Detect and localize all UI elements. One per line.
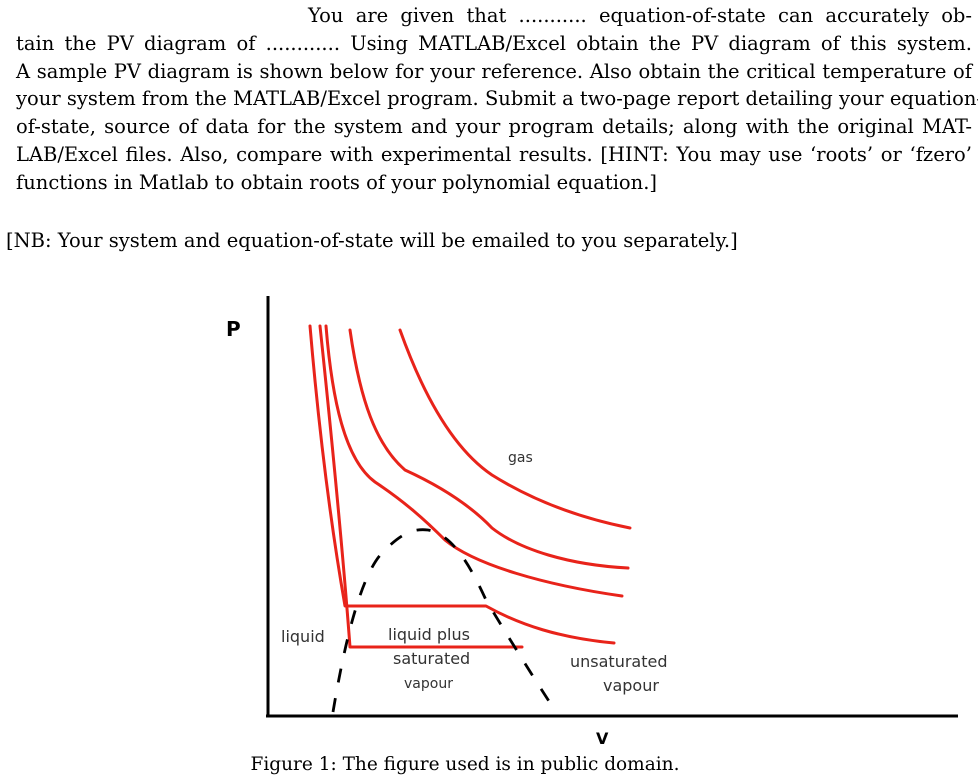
- pv-diagram: P V gas liquid liquid plus saturated vap…: [226, 296, 958, 748]
- paragraph-line: You are given that ........... equation-…: [308, 4, 972, 27]
- paragraph-line: A sample PV diagram is shown below for y…: [16, 59, 972, 83]
- isotherm-line: [308, 324, 616, 645]
- liquid-label: liquid: [281, 627, 325, 646]
- isotherm-line: [398, 328, 632, 530]
- paragraph-line: LAB/Excel files. Also, compare with expe…: [16, 142, 972, 166]
- paragraph-line: tain the PV diagram of ............ Usin…: [16, 31, 972, 55]
- gas-label: gas: [508, 450, 533, 466]
- vapour-label: vapour: [603, 676, 659, 695]
- paragraph-line: of-state, source of data for the system …: [16, 115, 972, 139]
- vapour-label: unsaturated: [570, 652, 668, 671]
- y-axis-label: P: [226, 317, 241, 341]
- two-phase-label: vapour: [404, 676, 453, 692]
- figure-caption: Figure 1: The figure used is in public d…: [250, 754, 680, 775]
- two-phase-label: saturated: [393, 649, 470, 668]
- two-phase-label: liquid plus: [388, 625, 470, 644]
- assignment-paragraph: You are given that ........... equation-…: [16, 2, 978, 197]
- isotherm-line: [348, 328, 630, 570]
- nb-note: [NB: Your system and equation-of-state w…: [6, 229, 738, 252]
- isotherm-line: [324, 324, 624, 598]
- saturation-dome: [331, 528, 558, 713]
- paragraph-line: functions in Matlab to obtain roots of y…: [16, 170, 658, 194]
- isotherm-line: [318, 324, 524, 649]
- x-axis-label: V: [596, 729, 609, 748]
- paragraph-line: your system from the MATLAB/Excel progra…: [16, 87, 978, 111]
